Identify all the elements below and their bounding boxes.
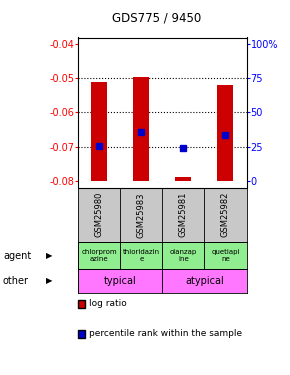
Text: quetiapi
ne: quetiapi ne [211, 249, 240, 262]
Text: other: other [3, 276, 29, 286]
Bar [133, 77, 149, 181]
Text: olanzap
ine: olanzap ine [170, 249, 197, 262]
Text: GDS775 / 9450: GDS775 / 9450 [112, 11, 201, 24]
Text: chlorprom
azine: chlorprom azine [81, 249, 117, 262]
Bar [120, 242, 162, 269]
Text: GSM25980: GSM25980 [95, 192, 104, 237]
Bar [78, 269, 162, 292]
Text: ▶: ▶ [46, 251, 53, 260]
Text: atypical: atypical [185, 276, 224, 286]
Text: log ratio: log ratio [89, 299, 127, 308]
Bar [91, 82, 107, 181]
Bar [78, 242, 120, 269]
Text: agent: agent [3, 251, 31, 261]
Bar [218, 85, 233, 181]
Bar [175, 177, 191, 181]
Text: percentile rank within the sample: percentile rank within the sample [89, 329, 242, 338]
Text: GSM25981: GSM25981 [179, 192, 188, 237]
Text: thioridazin
e: thioridazin e [123, 249, 160, 262]
Text: ▶: ▶ [46, 276, 53, 285]
Text: typical: typical [104, 276, 137, 286]
Text: GSM25983: GSM25983 [137, 192, 146, 237]
Text: GSM25982: GSM25982 [221, 192, 230, 237]
Bar [162, 269, 246, 292]
Bar [162, 242, 204, 269]
Bar [204, 242, 246, 269]
